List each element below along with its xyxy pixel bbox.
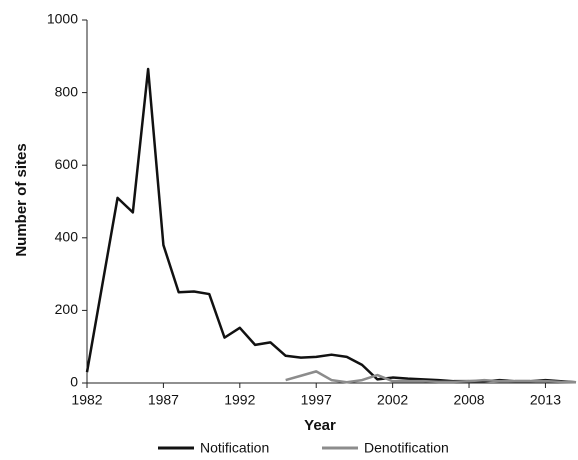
line-series: [85, 67, 577, 384]
line-series: [285, 370, 577, 384]
y-axis-title: Number of sites: [13, 143, 30, 256]
y-tick-label: 600: [55, 156, 79, 172]
x-tick-label: 1997: [301, 392, 332, 408]
y-tick-label: 400: [55, 229, 79, 245]
legend-label: Denotification: [364, 440, 449, 456]
legend-label: Notification: [200, 440, 269, 456]
x-tick-label: 2013: [530, 392, 561, 408]
y-tick-label: 200: [55, 301, 79, 317]
x-tick-label: 2002: [377, 392, 408, 408]
x-axis-title: Year: [304, 417, 336, 434]
x-tick-label: 1982: [71, 392, 102, 408]
y-tick-label: 1000: [47, 11, 78, 27]
x-tick-label: 1992: [224, 392, 255, 408]
y-tick-label: 800: [55, 83, 79, 99]
x-tick-label: 1987: [148, 392, 179, 408]
x-tick-label: 2008: [453, 392, 484, 408]
y-tick-label: 0: [70, 374, 78, 390]
